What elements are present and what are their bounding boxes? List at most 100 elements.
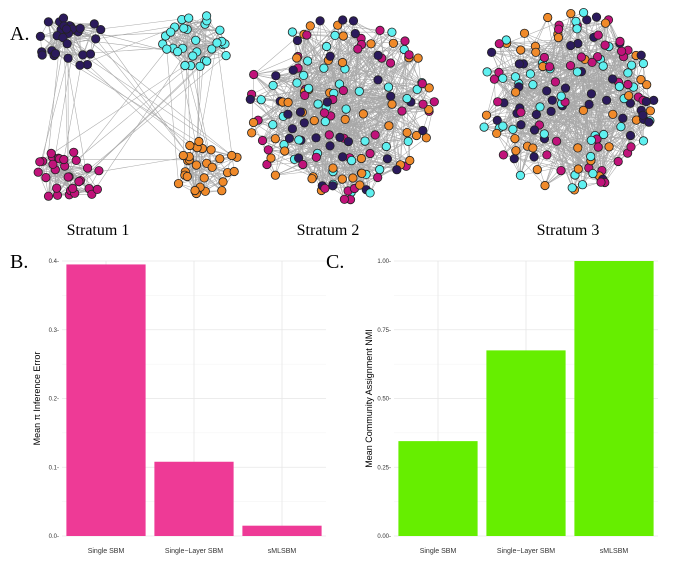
- network-edge: [307, 20, 354, 62]
- network-node: [257, 135, 268, 146]
- network-node: [573, 143, 583, 153]
- network-node: [644, 117, 654, 127]
- network-edge: [339, 83, 391, 97]
- stratum-3-network-nodes: [479, 8, 659, 195]
- network-node: [593, 30, 603, 40]
- network-node: [335, 132, 345, 142]
- network-node: [626, 142, 636, 152]
- network-node: [641, 96, 651, 107]
- network-node: [245, 94, 255, 105]
- network-node: [385, 58, 396, 68]
- network-node: [600, 40, 610, 50]
- network-node: [325, 141, 335, 151]
- network-node: [591, 12, 602, 22]
- network-node: [166, 27, 176, 37]
- network-node: [613, 156, 623, 167]
- network-node: [531, 47, 541, 57]
- network-node: [52, 183, 62, 193]
- network-node: [59, 154, 69, 165]
- network-edge: [516, 37, 595, 114]
- network-edge: [339, 84, 362, 159]
- network-node: [337, 174, 347, 184]
- network-node: [78, 50, 88, 60]
- network-node: [295, 107, 305, 117]
- chart-b-bar-3: [242, 525, 322, 536]
- network-edge: [308, 57, 419, 89]
- network-node: [268, 80, 278, 91]
- network-node: [182, 171, 192, 182]
- network-node: [91, 34, 101, 44]
- network-node: [179, 23, 189, 33]
- network-node: [202, 11, 212, 21]
- network-node: [294, 135, 304, 145]
- network-node: [642, 80, 652, 90]
- network-node: [288, 65, 298, 75]
- network-node: [218, 177, 228, 187]
- network-node: [516, 107, 526, 117]
- network-node: [384, 121, 394, 131]
- network-panels: [33, 8, 659, 205]
- network-node: [338, 31, 348, 41]
- network-node: [624, 91, 634, 101]
- network-node: [266, 153, 276, 163]
- network-node: [284, 133, 294, 143]
- network-edge: [343, 32, 393, 91]
- network-edge: [321, 90, 344, 191]
- network-node: [348, 173, 358, 183]
- network-edge: [520, 84, 534, 125]
- network-node: [587, 57, 597, 68]
- network-node: [48, 159, 58, 169]
- network-edge: [496, 133, 546, 186]
- network-edge: [588, 152, 628, 169]
- network-edge: [63, 54, 84, 160]
- network-node: [386, 91, 396, 101]
- network-node: [413, 53, 423, 63]
- network-node: [303, 56, 313, 66]
- network-node: [283, 109, 293, 119]
- network-edge: [499, 43, 516, 77]
- network-node: [199, 173, 209, 183]
- network-edge: [348, 30, 381, 142]
- network-node: [519, 28, 530, 38]
- network-node: [510, 72, 521, 82]
- network-node: [340, 114, 350, 125]
- network-node: [68, 183, 78, 193]
- network-node: [592, 52, 603, 62]
- network-node: [387, 99, 397, 109]
- network-node: [584, 99, 594, 110]
- network-node: [366, 39, 376, 49]
- network-node: [89, 19, 99, 29]
- network-node: [212, 38, 222, 48]
- network-edge: [496, 133, 521, 176]
- network-node: [249, 69, 259, 80]
- network-edge: [544, 66, 604, 186]
- network-edge: [298, 111, 301, 140]
- network-node: [392, 165, 402, 175]
- network-edge: [515, 92, 590, 169]
- network-node: [298, 159, 308, 170]
- network-edge: [506, 39, 628, 74]
- network-node: [207, 44, 217, 54]
- network-node: [195, 61, 205, 71]
- network-node: [256, 95, 266, 105]
- network-node: [572, 24, 582, 34]
- network-node: [593, 142, 603, 152]
- network-node: [75, 60, 85, 70]
- network-node: [381, 141, 391, 152]
- network-edge: [597, 56, 606, 183]
- network-edge: [570, 45, 644, 64]
- network-node: [510, 134, 520, 144]
- network-edge: [275, 62, 343, 77]
- network-node: [551, 136, 562, 146]
- chart-c-bar-1: [398, 441, 478, 536]
- stratum-1-network: [33, 11, 242, 201]
- network-edge: [300, 110, 403, 113]
- network-node: [529, 125, 540, 135]
- network-node: [270, 134, 280, 144]
- network-node: [397, 106, 407, 116]
- network-edge: [552, 100, 579, 149]
- network-edge: [602, 66, 606, 183]
- network-node: [604, 142, 614, 152]
- stratum-3-network: [479, 8, 659, 195]
- network-edge: [597, 56, 604, 180]
